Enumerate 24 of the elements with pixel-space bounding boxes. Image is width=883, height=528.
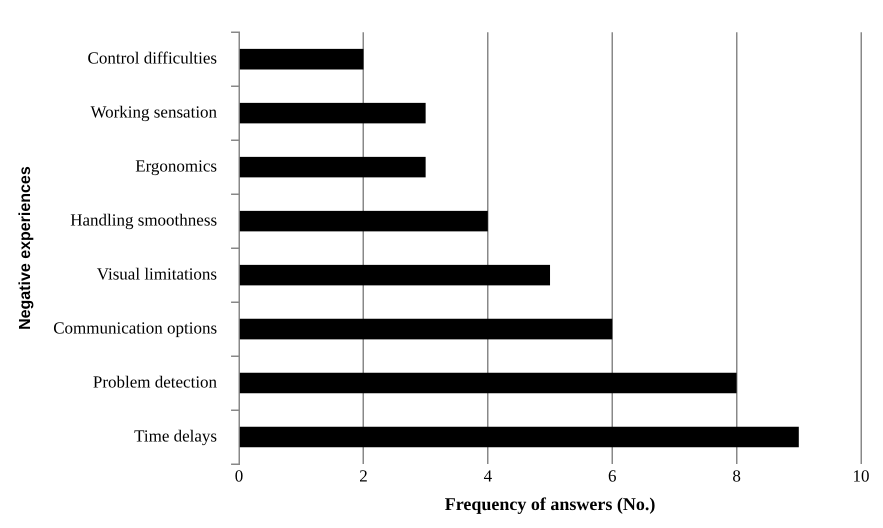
y-tick-label: Communication options bbox=[53, 318, 218, 338]
bar bbox=[240, 102, 426, 124]
bar bbox=[240, 48, 364, 70]
bar bbox=[240, 372, 737, 394]
x-axis-title: Frequency of answers (No.) bbox=[444, 494, 656, 514]
bar bbox=[240, 210, 488, 232]
x-tick-label: 6 bbox=[608, 466, 616, 486]
x-tick-label: 8 bbox=[732, 466, 741, 486]
bar bbox=[240, 264, 550, 286]
y-tick-label: Problem detection bbox=[92, 372, 218, 392]
bar bbox=[240, 318, 612, 340]
x-tick-label: 10 bbox=[852, 466, 870, 486]
x-tick-label: 0 bbox=[234, 466, 244, 486]
x-tick-label: 2 bbox=[359, 466, 368, 486]
y-tick-label: Working sensation bbox=[90, 102, 218, 122]
y-tick-label: Control difficulties bbox=[88, 48, 218, 68]
y-axis-title: Negative experiences bbox=[17, 166, 34, 330]
bar bbox=[240, 156, 426, 178]
x-tick-label: 4 bbox=[484, 466, 493, 486]
y-tick-label: Handling smoothness bbox=[70, 210, 218, 230]
y-tick-label: Visual limitations bbox=[96, 264, 218, 284]
y-tick-label: Time delays bbox=[134, 426, 218, 446]
y-tick-label: Ergonomics bbox=[135, 156, 218, 176]
bar bbox=[240, 426, 799, 448]
